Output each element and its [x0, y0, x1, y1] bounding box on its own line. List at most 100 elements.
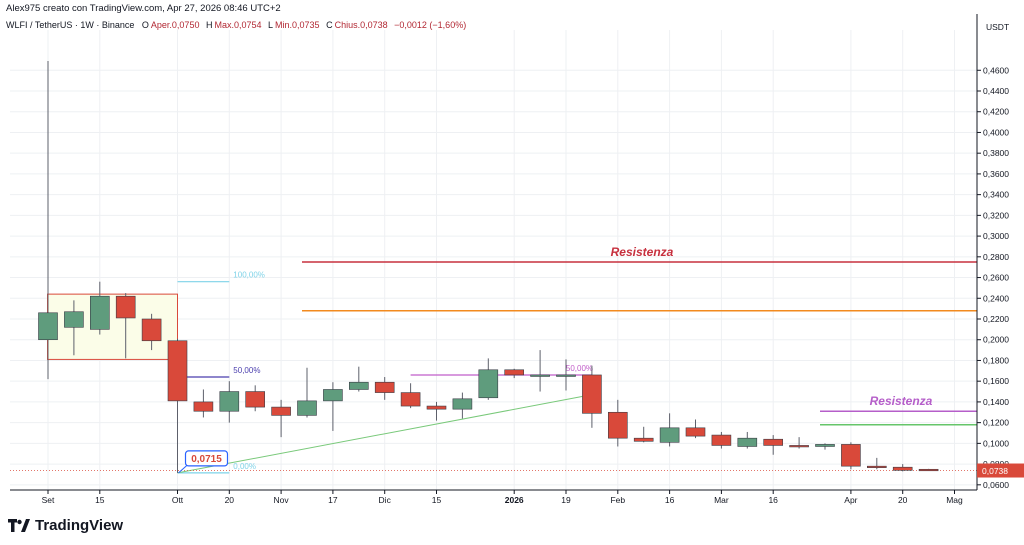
y-tick-label: 0,3400	[983, 190, 1009, 200]
candle-body	[556, 374, 576, 377]
low-value: Min.0,0735	[275, 20, 320, 30]
candle-body	[115, 295, 136, 319]
fib-level-label: 50,00%	[233, 366, 260, 375]
current-price-tag	[977, 463, 1024, 478]
y-tick-label: 0,0600	[983, 480, 1009, 490]
low-callout-label: 0,0715	[191, 454, 222, 465]
y-tick-label: 0,3200	[983, 210, 1009, 220]
x-tick-label: 16	[768, 495, 778, 505]
candle-body	[348, 381, 369, 390]
candle-body	[866, 465, 887, 468]
x-tick-label: Feb	[610, 495, 625, 505]
candle-body	[789, 445, 809, 448]
x-tick-label: 2026	[505, 495, 524, 505]
close-label: C	[326, 20, 333, 30]
y-tick-label: 0,2800	[983, 252, 1009, 262]
y-tick-label: 0,3800	[983, 148, 1009, 158]
fib-level-label: 100,00%	[233, 271, 265, 280]
tradingview-brand[interactable]: TradingView	[8, 517, 123, 534]
y-tick-label: 0,1400	[983, 397, 1009, 407]
x-tick-label: 15	[432, 495, 442, 505]
y-tick-label: 0,1600	[983, 376, 1009, 386]
x-tick-label: 16	[665, 495, 675, 505]
y-tick-label: 0,2200	[983, 314, 1009, 324]
trend-line	[177, 394, 592, 474]
resistance-label: Resistenza	[870, 394, 933, 408]
candle-body	[219, 391, 240, 412]
close-value: Chius.0,0738	[334, 20, 388, 30]
y-tick-label: 0,1800	[983, 355, 1009, 365]
low-label: L	[268, 20, 274, 30]
candle-body	[38, 312, 58, 341]
current-price-label: 0,0738	[982, 466, 1008, 476]
y-tick-label: 0,2400	[983, 293, 1009, 303]
candle-body	[737, 437, 758, 447]
candle-body	[633, 437, 654, 442]
candle-body	[918, 468, 939, 472]
x-tick-label: Apr	[844, 495, 857, 505]
resistance-label: Resistenza	[611, 245, 674, 259]
low-callout-box	[184, 450, 229, 467]
x-tick-label: Mar	[714, 495, 729, 505]
high-value: Max.0,0754	[214, 20, 262, 30]
open-value: Aper.0,0750	[150, 20, 200, 30]
fib-level-label: 0,00%	[233, 462, 256, 471]
candle-body	[711, 434, 732, 446]
candle-body	[815, 444, 835, 447]
tradingview-logo-icon	[8, 518, 30, 532]
y-tick-label: 0,2600	[983, 273, 1009, 283]
y-tick-label: 0,4400	[983, 86, 1009, 96]
brand-name: TradingView	[35, 517, 124, 534]
y-tick-label: 0,4200	[983, 107, 1009, 117]
candle-body	[374, 381, 395, 393]
candle-body	[271, 406, 291, 416]
candle-body	[400, 392, 421, 407]
y-tick-label: 0,4600	[983, 65, 1009, 75]
candle-body	[530, 374, 550, 377]
candle-body	[582, 374, 602, 414]
candle-body	[452, 398, 473, 410]
ohlc-legend: WLFI / TetherUS · 1W · Binance O Aper.0,0…	[6, 20, 470, 30]
candle-body	[426, 405, 447, 410]
y-tick-label: 0,4000	[983, 127, 1009, 137]
x-tick-label: 17	[328, 495, 338, 505]
open-label: O	[141, 20, 149, 30]
x-tick-label: Nov	[274, 495, 290, 505]
x-tick-label: 20	[225, 495, 235, 505]
y-tick-label: 0,2000	[983, 335, 1009, 345]
y-tick-label: 0,1000	[983, 438, 1009, 448]
candle-body	[167, 340, 188, 402]
change-value: −0,0012 (−1,60%)	[394, 20, 467, 30]
chart-credit: Alex975 creato con TradingView.com, Apr …	[6, 3, 281, 14]
symbol-label: WLFI / TetherUS · 1W · Binance	[6, 20, 135, 30]
x-tick-label: Mag	[946, 495, 963, 505]
y-tick-label: 0,3000	[983, 231, 1009, 241]
candle-body	[659, 427, 680, 443]
candle-body	[685, 427, 706, 437]
x-tick-label: Dic	[379, 495, 392, 505]
candle-body	[193, 401, 214, 412]
candle-body	[90, 295, 110, 330]
candle-body	[892, 466, 913, 471]
candle-body	[478, 369, 499, 399]
candle-body	[141, 318, 162, 342]
candle-body	[297, 400, 317, 416]
price-axis-currency: USDT	[986, 22, 1009, 32]
high-label: H	[205, 20, 213, 30]
candle-body	[504, 369, 525, 376]
x-tick-label: Ott	[172, 495, 184, 505]
y-tick-label: 0,1200	[983, 418, 1009, 428]
y-tick-label: 0,3600	[983, 169, 1009, 179]
x-tick-label: Set	[42, 495, 55, 505]
candle-body	[607, 411, 628, 439]
candle-body	[64, 311, 84, 328]
candle-body	[763, 438, 784, 446]
x-tick-label: 15	[95, 495, 105, 505]
candle-body	[323, 389, 343, 402]
x-tick-label: 19	[561, 495, 571, 505]
candle-body	[245, 391, 265, 408]
x-tick-label: 20	[898, 495, 908, 505]
fib-level-label: 50,00%	[566, 364, 593, 373]
callout-pointer	[178, 464, 188, 474]
